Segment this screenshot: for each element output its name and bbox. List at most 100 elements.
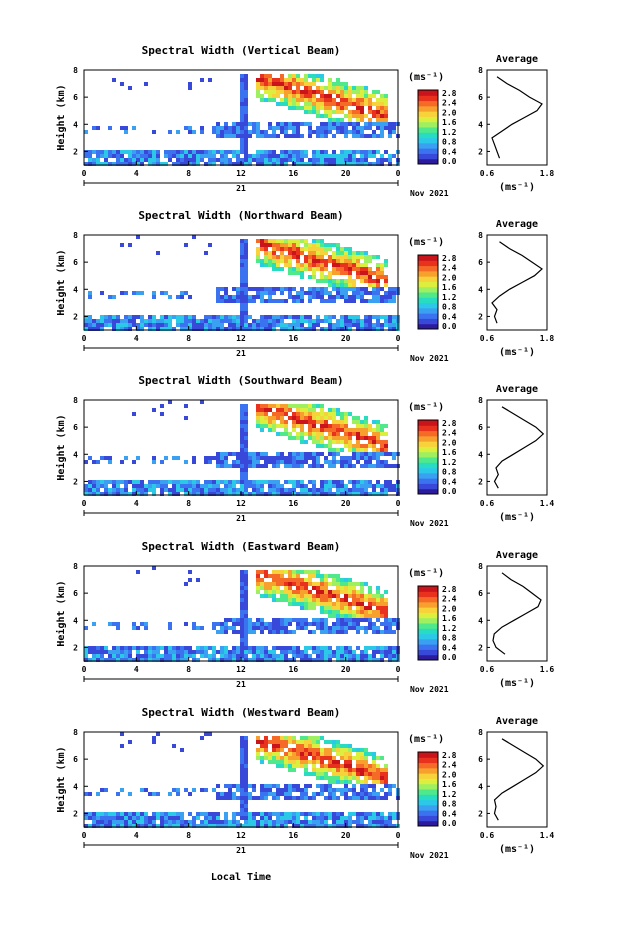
heatmap-cell	[308, 315, 312, 319]
heatmap-cell	[256, 570, 260, 574]
heatmap-cell	[296, 98, 300, 102]
heatmap-cell	[112, 820, 116, 824]
heatmap-cell	[200, 492, 204, 496]
heatmap-cell	[348, 480, 352, 484]
heatmap-cell	[384, 279, 388, 283]
heatmap-cell	[308, 622, 312, 626]
heatmap-cell	[276, 255, 280, 259]
heatmap-cell	[336, 622, 340, 626]
heatmap-cell	[360, 110, 364, 114]
heatmap-cell	[132, 824, 136, 828]
heatmap-cell	[244, 578, 248, 582]
heatmap-cell	[380, 796, 384, 800]
heatmap-cell	[328, 574, 332, 578]
heatmap-cell	[372, 327, 376, 331]
heatmap-cell	[168, 154, 172, 158]
heatmap-cell	[264, 752, 268, 756]
heatmap-cell	[384, 484, 388, 488]
heatmap-cell	[304, 578, 308, 582]
heatmap-cell	[348, 760, 352, 764]
heatmap-cell	[288, 452, 292, 456]
heatmap-cell	[332, 287, 336, 291]
heatmap-cell	[388, 162, 392, 166]
heatmap-cell	[220, 820, 224, 824]
heatmap-cell	[92, 646, 96, 650]
heatmap-cell	[152, 812, 156, 816]
heatmap-cell	[92, 323, 96, 327]
heatmap-cell	[104, 162, 108, 166]
y-tick-label: 4	[73, 450, 78, 459]
heatmap-cell	[296, 796, 300, 800]
colorbar-swatch	[418, 601, 438, 608]
heatmap-cell	[348, 158, 352, 162]
heatmap-cell	[364, 654, 368, 658]
heatmap-cell	[288, 752, 292, 756]
heatmap-cell	[348, 602, 352, 606]
heatmap-cell	[296, 816, 300, 820]
heatmap-cell	[136, 492, 140, 496]
heatmap-cell	[264, 412, 268, 416]
heatmap-cell	[312, 436, 316, 440]
heatmap-cell	[280, 102, 284, 106]
colorbar-swatch	[418, 318, 438, 325]
heatmap-cell	[148, 154, 152, 158]
x-tick-label: 8	[186, 169, 191, 178]
heatmap-cell	[312, 574, 316, 578]
heatmap-cell	[304, 291, 308, 295]
heatmap-cell	[124, 488, 128, 492]
heatmap-cell	[248, 323, 252, 327]
colorbar-swatch	[418, 307, 438, 314]
heatmap-cell	[216, 492, 220, 496]
heatmap-cell	[352, 420, 356, 424]
heatmap-cell	[152, 658, 156, 662]
heatmap-cell	[324, 756, 328, 760]
heatmap-cell	[332, 110, 336, 114]
heatmap-cell	[236, 658, 240, 662]
heatmap-cell	[280, 820, 284, 824]
heatmap-cell	[272, 323, 276, 327]
day-label: 21	[236, 846, 246, 855]
heatmap-cell	[380, 432, 384, 436]
heatmap-cell	[176, 820, 180, 824]
heatmap-cell	[188, 295, 192, 299]
heatmap-cell	[104, 319, 108, 323]
heatmap-cell	[92, 820, 96, 824]
heatmap-cell	[292, 590, 296, 594]
heatmap-cell	[244, 638, 248, 642]
heatmap-cell	[92, 812, 96, 816]
heatmap-cell	[312, 130, 316, 134]
heatmap-cell	[304, 602, 308, 606]
heatmap-cell	[328, 327, 332, 331]
heatmap-cell	[216, 150, 220, 154]
heatmap-cell	[280, 764, 284, 768]
heatmap-cell	[240, 748, 244, 752]
heatmap-cell	[392, 315, 396, 319]
heatmap-cell	[332, 760, 336, 764]
heatmap-cell	[316, 598, 320, 602]
heatmap-cell	[384, 452, 388, 456]
heatmap-cell	[88, 158, 92, 162]
heatmap-cell	[308, 82, 312, 86]
heatmap-cell	[224, 618, 228, 622]
heatmap-cell	[132, 315, 136, 319]
heatmap-cell	[316, 440, 320, 444]
heatmap-cell	[356, 622, 360, 626]
heatmap-cell	[124, 824, 128, 828]
heatmap-cell	[256, 824, 260, 828]
heatmap-cell	[300, 492, 304, 496]
heatmap-cell	[236, 162, 240, 166]
heatmap-cell	[96, 488, 100, 492]
heatmap-cell	[340, 598, 344, 602]
heatmap-cell	[376, 424, 380, 428]
avg-x-axis-label: (ms⁻¹)	[499, 844, 535, 855]
heatmap-cell	[120, 646, 124, 650]
heatmap-cell	[364, 271, 368, 275]
heatmap-cell	[272, 622, 276, 626]
heatmap-cell	[240, 468, 244, 472]
heatmap-cell	[328, 279, 332, 283]
heatmap-cell	[320, 578, 324, 582]
heatmap-cell	[284, 586, 288, 590]
heatmap-cell	[128, 646, 132, 650]
heatmap-cell	[364, 275, 368, 279]
heatmap-cell	[320, 792, 324, 796]
